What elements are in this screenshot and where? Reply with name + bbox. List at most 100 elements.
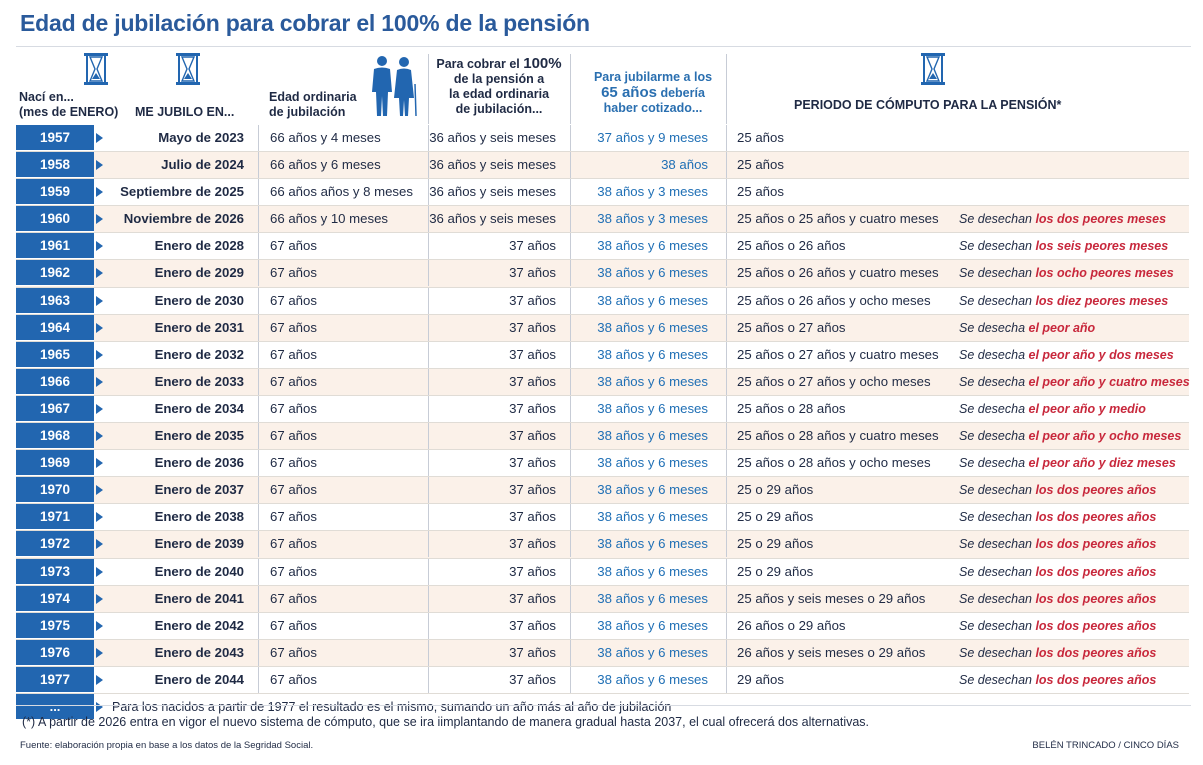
birth-year: 1963 [16,287,94,314]
triangle-right-icon [96,566,103,577]
triangle-right-icon [96,403,103,414]
pension-table: 1957 Mayo de 2023 66 años y 4 meses 36 años… [16,125,1190,720]
header-naci: Nací en... [19,90,74,104]
table-row: 1977 Enero de 2044 67 años 37 años 38 años y… [16,666,1189,694]
retirement-date: Enero de 2037 [154,482,244,498]
column-separator [428,179,429,206]
ordinary-age: 67 años [270,482,317,498]
table-row: 1970 Enero de 2037 67 años 37 años 38 años y… [16,477,1189,505]
column-separator [258,558,259,585]
column-separator [570,368,571,395]
header-separator [428,54,429,124]
triangle-right-icon [96,674,103,685]
ordinary-age: 67 años [270,644,317,660]
computation-note: Se desechan los dos peores años [959,477,1156,503]
ordinary-age: 67 años [270,671,317,687]
contribution-full: 37 años [509,590,556,606]
header-cobrar-3: la edad ordinaria [448,87,550,101]
column-separator [570,287,571,314]
column-separator [570,558,571,585]
header-edad-ordinaria: Edad ordinaria [269,90,357,104]
column-separator [428,395,429,422]
table-row: 1974 Enero de 2041 67 años 37 años 38 años y… [16,585,1189,613]
contribution-full: 37 años [509,644,556,660]
bottom-divider [16,705,1191,706]
contribution-at-65: 38 años y 6 meses [597,238,708,254]
column-separator [570,477,571,504]
contribution-full: 37 años [509,292,556,308]
column-separator [428,639,429,666]
contribution-at-65: 38 años y 6 meses [597,482,708,498]
computation-period: 25 años o 26 años y ocho meses [737,292,931,308]
retirement-date: Enero de 2041 [154,590,244,606]
credit: BELÉN TRINCADO / CINCO DÍAS [1032,740,1179,751]
column-separator [258,368,259,395]
note-prefix: Se desechan [959,537,1036,552]
column-separator [428,287,429,314]
contribution-full: 37 años [509,319,556,335]
birth-year: 1976 [16,639,94,666]
retirement-date: Enero de 2034 [154,400,244,416]
retirement-date: Julio de 2024 [161,157,244,173]
contribution-at-65: 38 años y 6 meses [597,265,708,281]
contribution-at-65: 38 años [661,157,708,173]
ordinary-age: 67 años [270,265,317,281]
contribution-at-65: 38 años y 6 meses [597,292,708,308]
triangle-right-icon [96,701,103,712]
column-separator [570,504,571,531]
contribution-full: 37 años [509,671,556,687]
header-separator [726,54,727,124]
birth-year: 1972 [16,531,94,558]
computation-note: Se desechan los dos peores años [959,531,1156,557]
birth-year: 1977 [16,666,94,693]
retirement-date: Mayo de 2023 [158,130,244,145]
table-row: 1969 Enero de 2036 67 años 37 años 38 años y… [16,450,1189,478]
retirement-date: Septiembre de 2025 [120,184,244,200]
birth-year: 1961 [16,233,94,260]
triangle-right-icon [96,241,103,252]
table-row: 1972 Enero de 2039 67 años 37 años 38 años y… [16,531,1189,559]
column-separator [258,666,259,693]
table-row: 1975 Enero de 2042 67 años 37 años 38 años y… [16,612,1189,640]
retirement-date: Enero de 2030 [154,292,244,308]
column-separator [428,233,429,260]
column-separator [258,341,259,368]
header-cobrar-1: Para cobrar el [436,57,520,71]
column-separator [570,152,571,179]
header-65-3: haber cotizado... [603,101,703,115]
contribution-at-65: 38 años y 6 meses [597,428,708,444]
column-separator [726,395,727,422]
ordinary-age: 67 años [270,536,317,552]
column-separator [726,260,727,287]
column-separator [428,504,429,531]
contribution-full: 37 años [509,455,556,471]
retirement-date: Enero de 2042 [154,617,244,633]
contribution-full: 37 años [509,346,556,362]
contribution-full: 36 años y seis meses [429,184,556,200]
ordinary-age: 67 años [270,509,317,525]
birth-year: 1965 [16,341,94,368]
contribution-full: 37 años [509,428,556,444]
note-prefix: Se desecha [959,347,1029,362]
table-row: 1967 Enero de 2034 67 años 37 años 38 años y… [16,395,1189,424]
column-separator [258,260,259,287]
column-separator [726,585,727,612]
column-separator [428,531,429,558]
column-separator [570,585,571,612]
triangle-right-icon [96,647,103,658]
computation-period: 25 años o 27 años y ocho meses [737,373,931,389]
contribution-full: 37 años [509,617,556,633]
retirement-date: Enero de 2032 [154,346,244,362]
triangle-right-icon [96,539,103,550]
table-row-footer: ... Para los nacidos a partir de 1977 el … [16,693,1189,720]
ordinary-age: 67 años [270,238,317,254]
column-separator [726,666,727,693]
computation-note: Se desechan los dos peores años [959,640,1156,666]
note-prefix: Se desechan [959,645,1036,660]
note-prefix: Se desechan [959,239,1036,254]
ordinary-age: 67 años [270,346,317,362]
table-row: 1968 Enero de 2035 67 años 37 años 38 años y… [16,423,1189,451]
birth-year: 1958 [16,152,94,179]
birth-year: 1957 [16,125,94,151]
note-highlight: el peor año [1028,320,1096,335]
